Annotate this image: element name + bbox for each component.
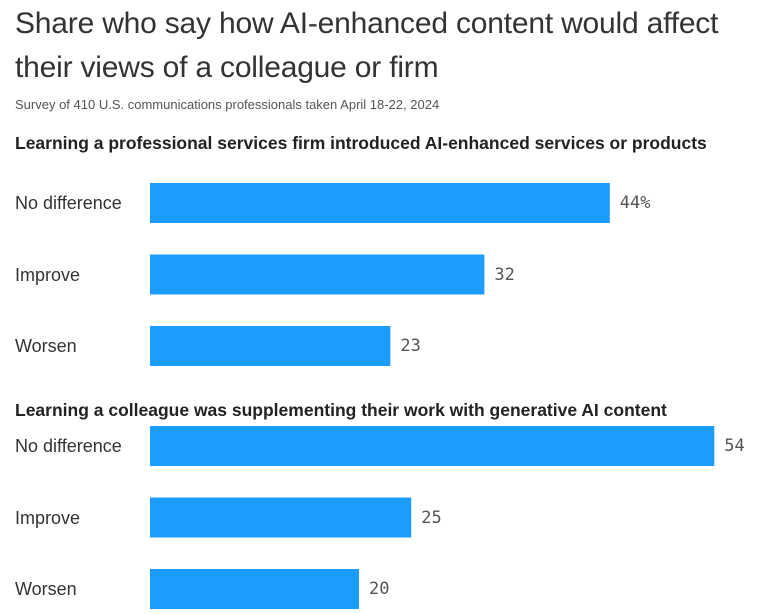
- group-title-firm: Learning a professional services firm in…: [15, 133, 707, 153]
- value-label-0-0: 44%: [619, 193, 651, 213]
- category-label-0-0: No difference: [15, 193, 122, 213]
- chart-subtitle: Survey of 410 U.S. communications profes…: [15, 97, 440, 112]
- bar-1-2: [150, 569, 359, 609]
- chart-title: Share who say how AI-enhanced content wo…: [15, 7, 719, 84]
- group-title-colleague: Learning a colleague was supplementing t…: [15, 400, 667, 420]
- category-label-1-1: Improve: [15, 507, 81, 528]
- value-label-1-0: 54: [724, 436, 745, 456]
- category-label-1-2: Worsen: [15, 579, 77, 599]
- value-label-1-1: 25: [421, 507, 442, 528]
- category-label-1-0: No difference: [15, 436, 122, 456]
- category-label-0-2: Worsen: [15, 336, 77, 356]
- bar-0-2: [150, 326, 391, 366]
- bar-1-0: [150, 426, 715, 466]
- bar-1-1: [150, 497, 412, 538]
- bar-0-1: [150, 254, 485, 295]
- bar-0-0: [150, 183, 610, 223]
- value-label-1-2: 20: [369, 579, 390, 599]
- value-label-0-1: 32: [494, 264, 515, 285]
- category-label-0-1: Improve: [15, 264, 81, 285]
- value-label-0-2: 23: [400, 336, 421, 356]
